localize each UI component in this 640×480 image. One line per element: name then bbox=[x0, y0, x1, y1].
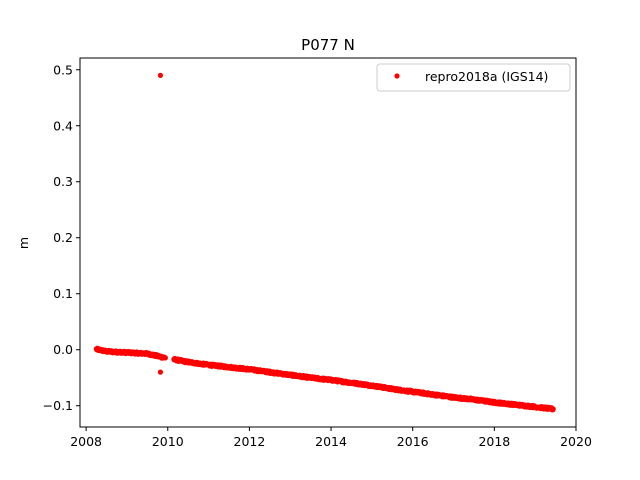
x-tick-label: 2020 bbox=[560, 434, 592, 449]
y-tick-label: 0.1 bbox=[53, 286, 73, 301]
data-point bbox=[550, 406, 556, 412]
x-axis: 2008 2010 2012 2014 2016 2018 2020 bbox=[70, 427, 592, 449]
legend-box bbox=[376, 63, 571, 92]
chart-title: P077 N bbox=[301, 36, 355, 54]
y-axis: −0.1 0.0 0.1 0.2 0.3 0.4 0.5 bbox=[43, 62, 80, 413]
x-tick-label: 2014 bbox=[315, 434, 347, 449]
x-tick-label: 2018 bbox=[478, 434, 510, 449]
plot-area-frame bbox=[79, 57, 577, 428]
y-tick-label: 0.5 bbox=[53, 62, 73, 77]
y-tick-label: 0.0 bbox=[53, 342, 73, 357]
legend-marker bbox=[394, 73, 400, 79]
y-tick-label: −0.1 bbox=[43, 398, 73, 413]
y-tick-label: 0.3 bbox=[53, 174, 73, 189]
data-point bbox=[162, 355, 168, 361]
y-tick-label: 0.2 bbox=[53, 230, 73, 245]
legend-label: repro2018a (IGS14) bbox=[425, 69, 548, 84]
data-points bbox=[93, 72, 556, 413]
x-tick-label: 2010 bbox=[152, 434, 184, 449]
y-axis-label: m bbox=[16, 237, 31, 249]
x-tick-label: 2008 bbox=[70, 434, 102, 449]
x-tick-label: 2016 bbox=[397, 434, 429, 449]
x-tick-label: 2012 bbox=[234, 434, 266, 449]
outlier-point bbox=[157, 369, 164, 375]
y-tick-label: 0.4 bbox=[53, 118, 73, 133]
outlier-point bbox=[157, 72, 164, 78]
legend: repro2018a (IGS14) bbox=[376, 63, 571, 92]
